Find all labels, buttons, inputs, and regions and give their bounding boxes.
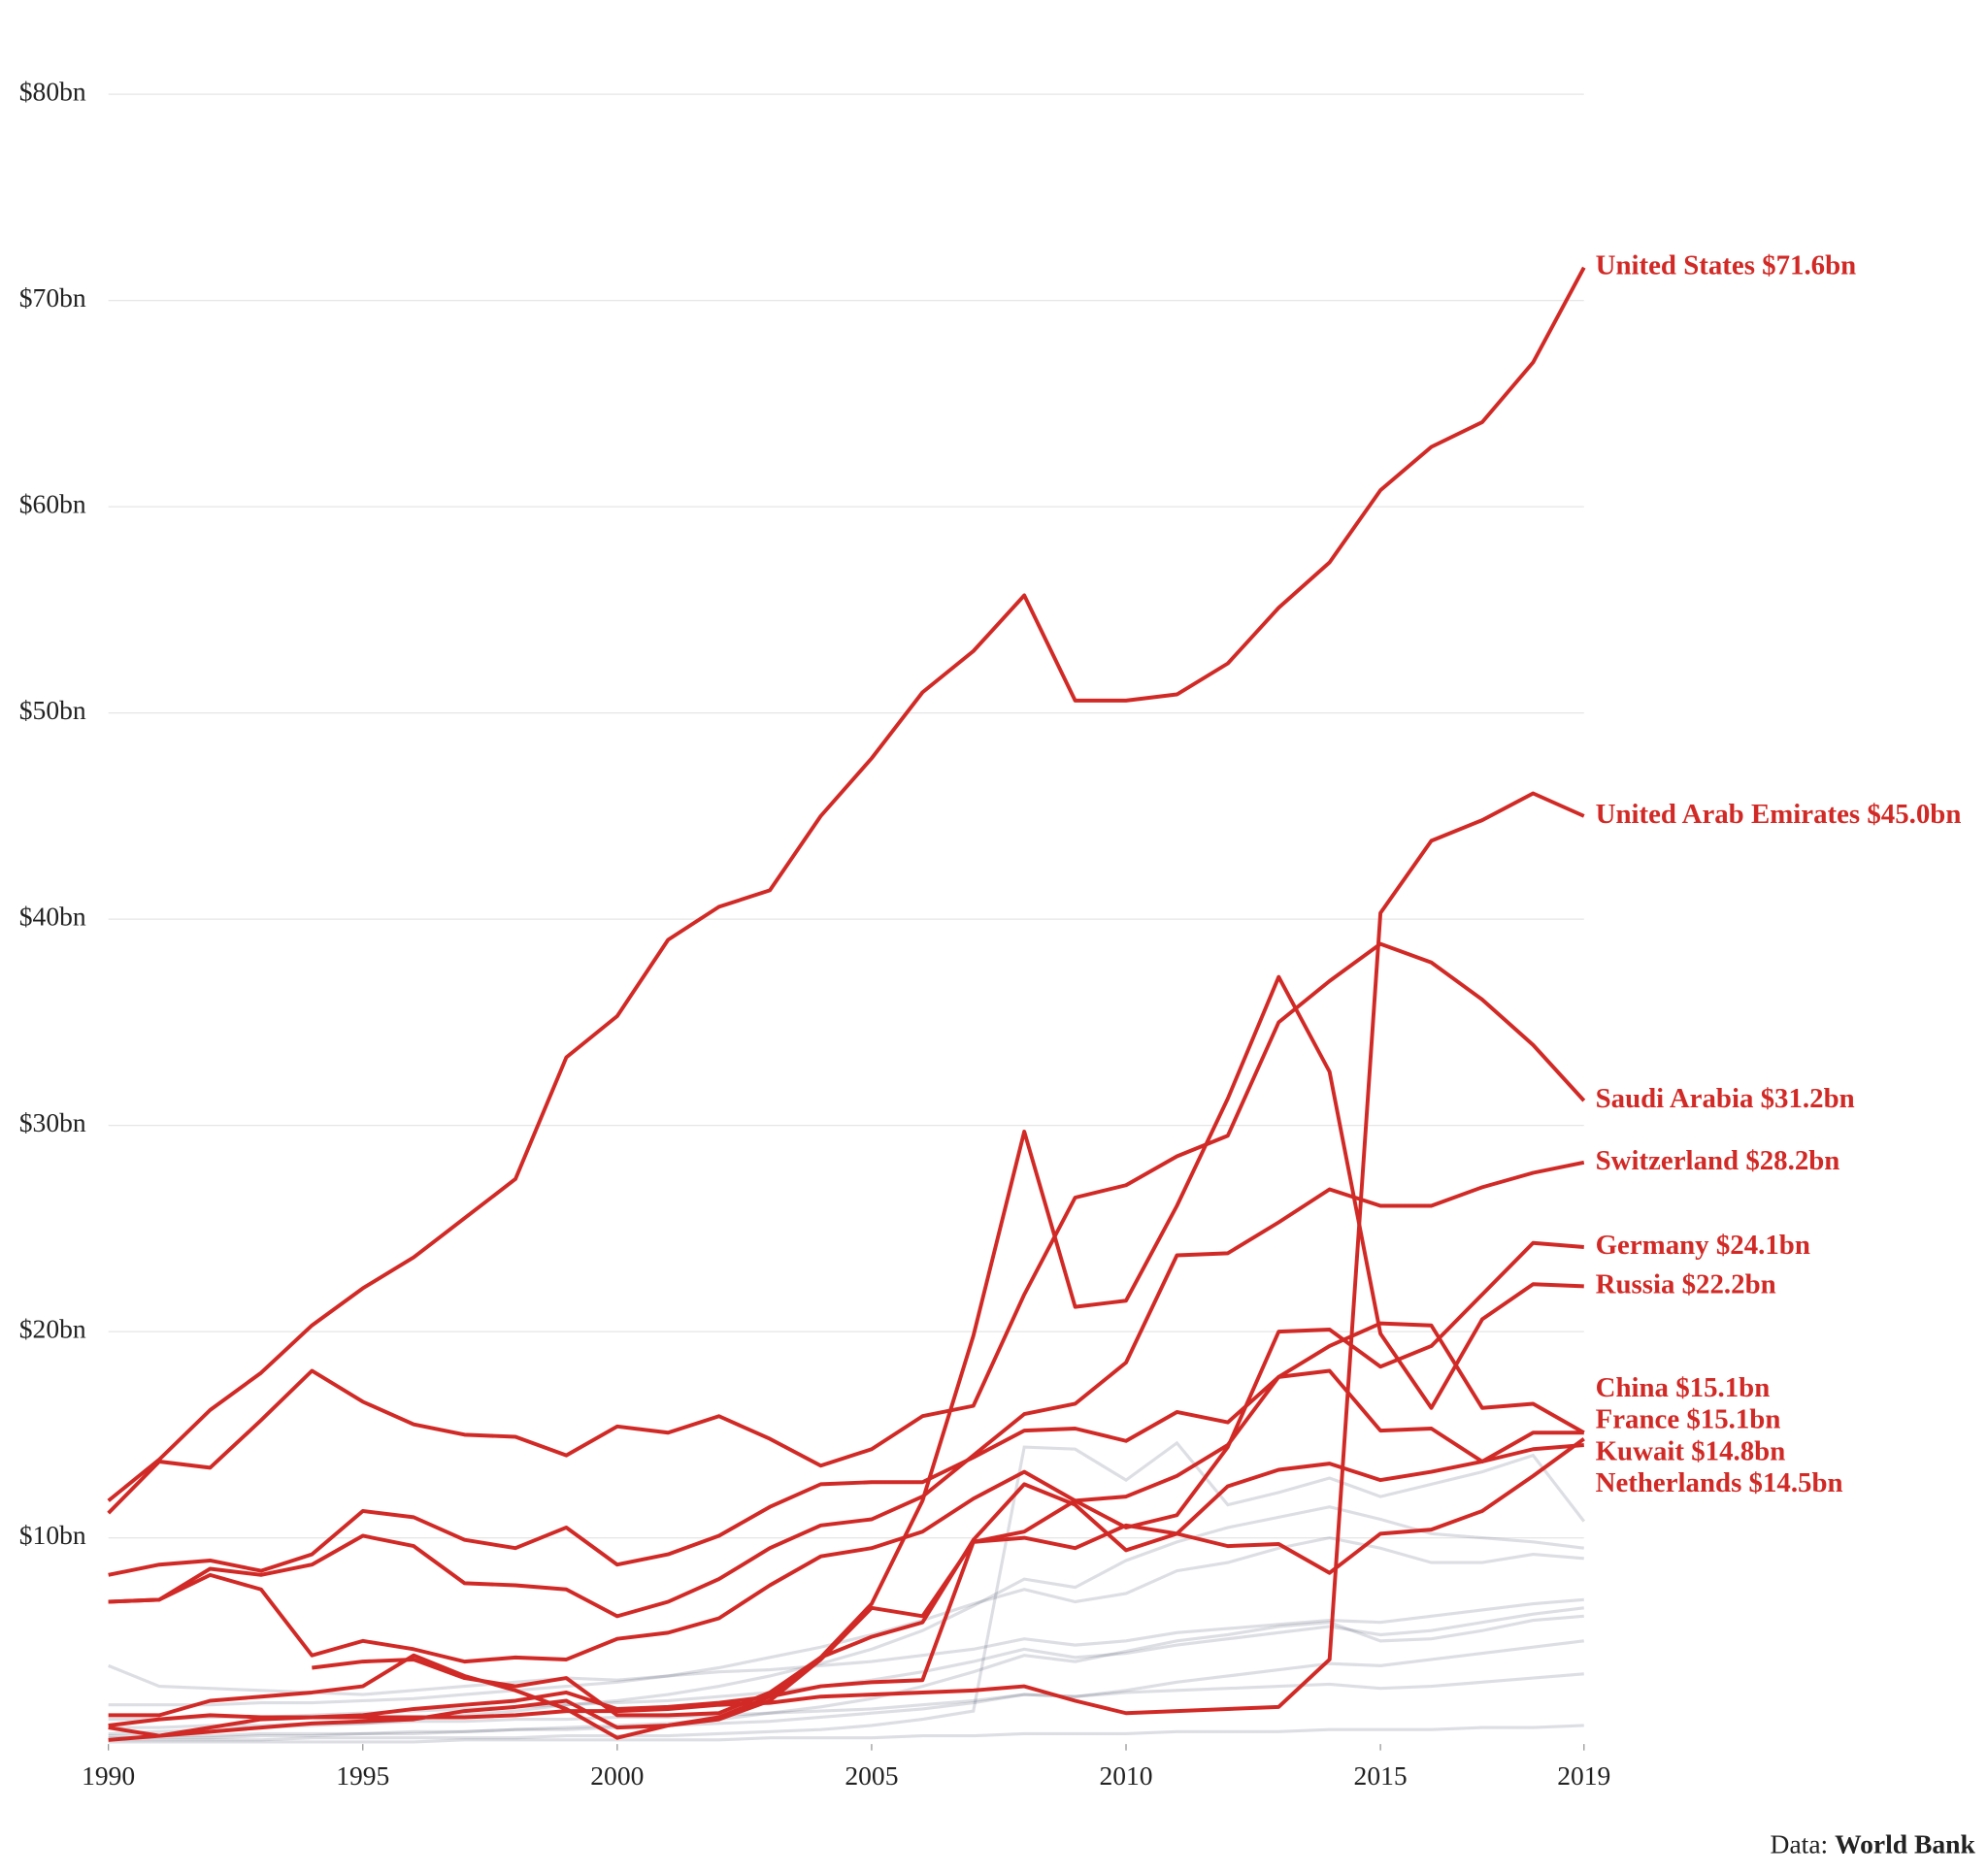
series-line (108, 1240, 1584, 1664)
background-line (108, 1724, 1584, 1744)
background-line (108, 1614, 1584, 1740)
end-label: Switzerland $28.2bn (1596, 1144, 1840, 1175)
series-name: Netherlands (1596, 1467, 1742, 1498)
value-label: $15.1bn (1675, 1371, 1770, 1402)
series-line (108, 1321, 1585, 1742)
series-line (108, 1368, 1584, 1577)
value-label: $24.1bn (1716, 1230, 1810, 1261)
x-tick-label: 2005 (845, 1760, 898, 1791)
x-tick-label: 2010 (1099, 1760, 1152, 1791)
end-label: Saudi Arabia $31.2bn (1596, 1083, 1855, 1114)
end-label: Kuwait $14.8bn (1596, 1435, 1786, 1466)
y-tick-label: $50bn (19, 695, 86, 725)
x-tick-label: 2000 (590, 1760, 644, 1791)
series-name: Kuwait (1596, 1435, 1685, 1466)
grid: $10bn $20bn $30bn $40bn $50bn $60bn $70bn $80bn… (19, 76, 1611, 1790)
value-label: $28.2bn (1745, 1144, 1839, 1175)
end-label: China $15.1bn (1596, 1371, 1771, 1402)
end-label: France $15.1bn (1596, 1403, 1781, 1434)
background-line (108, 1440, 1586, 1742)
x-tick-label: 1990 (82, 1760, 135, 1791)
value-label: $22.2bn (1682, 1268, 1776, 1299)
value-label: $15.1bn (1686, 1403, 1780, 1434)
source-prefix: Data: (1771, 1829, 1829, 1859)
y-tick-label: $70bn (19, 282, 86, 312)
background-line (108, 1597, 1584, 1696)
end-label: United Arab Emirates $45.0bn (1596, 798, 1962, 829)
y-tick-label: $20bn (19, 1313, 86, 1343)
source: Data: World Bank (1771, 1829, 1976, 1859)
x-tick-label: 2015 (1354, 1760, 1408, 1791)
series-name: United States (1596, 249, 1755, 280)
y-tick-label: $60bn (19, 488, 86, 518)
series-name: Russia (1596, 1268, 1675, 1299)
series-line (312, 974, 1584, 1718)
series-name: China (1596, 1371, 1669, 1402)
series-name: United Arab Emirates (1596, 798, 1861, 829)
series-line (107, 266, 1586, 1502)
series-name: Switzerland (1596, 1144, 1740, 1175)
value-label: $71.6bn (1762, 249, 1856, 280)
end-label: Netherlands $14.5bn (1596, 1467, 1843, 1498)
background-line (108, 1639, 1584, 1738)
series-line (108, 1160, 1585, 1619)
end-label: Russia $22.2bn (1596, 1268, 1776, 1299)
series-name: Saudi Arabia (1596, 1083, 1754, 1114)
source-name: World Bank (1835, 1829, 1975, 1859)
end-label: United States $71.6bn (1596, 249, 1857, 280)
value-label: $14.5bn (1749, 1467, 1843, 1498)
end-label: Germany $24.1bn (1596, 1230, 1810, 1261)
value-label: $45.0bn (1867, 798, 1961, 829)
x-tick-label: 2019 (1557, 1760, 1610, 1791)
labels: United States $71.6bn United Arab Emirate… (1596, 249, 1962, 1498)
y-tick-label: $40bn (19, 901, 86, 931)
series-line (108, 1443, 1584, 1740)
y-tick-label: $30bn (19, 1107, 86, 1137)
value-label: $31.2bn (1761, 1083, 1855, 1114)
y-tick-label: $80bn (19, 76, 86, 106)
series-line (108, 791, 1585, 1738)
y-tick-label: $10bn (19, 1520, 86, 1550)
series-name: Germany (1596, 1230, 1710, 1261)
series-name: France (1596, 1403, 1680, 1434)
value-label: $14.8bn (1691, 1435, 1785, 1466)
x-tick-label: 1995 (336, 1760, 389, 1791)
series-line (108, 1437, 1585, 1727)
highlight-lines (107, 266, 1586, 1742)
series-line (107, 941, 1586, 1515)
